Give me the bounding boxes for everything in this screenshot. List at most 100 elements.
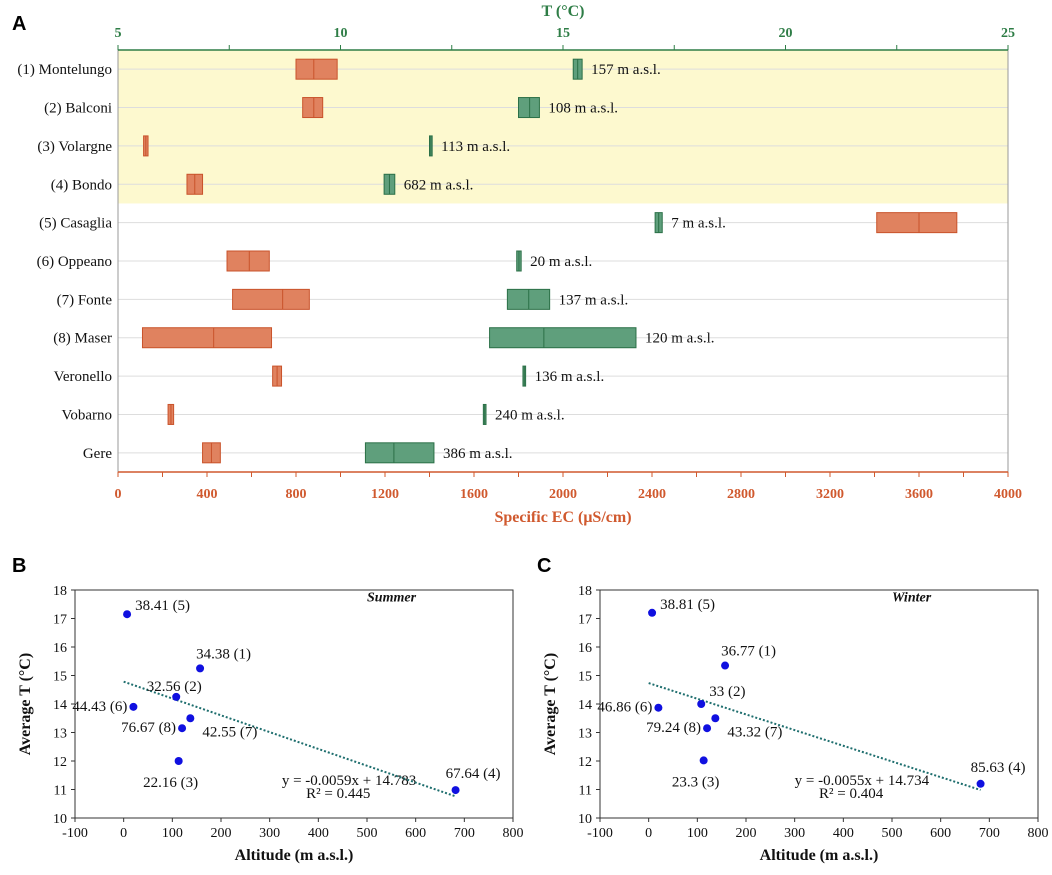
x-tick-label: -100	[587, 826, 613, 841]
x-tick-label: 600	[405, 826, 426, 841]
highlight-region	[118, 50, 1008, 204]
season-label: Summer	[367, 590, 417, 605]
y-tick-label: 16	[53, 641, 67, 656]
altitude-label: 157 m a.s.l.	[591, 62, 661, 78]
site-name: Veronello	[54, 369, 112, 385]
bottom-tick-label: 2000	[549, 487, 577, 502]
y-tick-label: 18	[578, 584, 592, 599]
x-tick-label: 800	[1028, 826, 1049, 841]
regression-equation: y = -0.0059x + 14.783	[282, 773, 416, 789]
x-axis-title: Altitude (m a.s.l.)	[760, 847, 879, 864]
point-label: 67.64 (4)	[446, 766, 501, 782]
bottom-tick-label: 1200	[371, 487, 399, 502]
data-point	[697, 700, 706, 708]
site-name: (4) Bondo	[51, 177, 112, 193]
site-name: (7) Fonte	[57, 292, 113, 308]
top-temperature-axis: 5 10 15 20 25	[115, 26, 1015, 51]
point-label: 34.38 (1)	[196, 646, 251, 662]
x-tick-label: 300	[784, 826, 805, 841]
point-label: 22.16 (3)	[143, 775, 198, 791]
regression-equation: y = -0.0055x + 14.734	[795, 773, 930, 789]
season-label: Winter	[892, 590, 932, 605]
site-row: (1) Montelungo 157 m a.s.l.	[17, 58, 661, 80]
point-label: 36.77 (1)	[721, 644, 776, 660]
point-label: 43.32 (7)	[727, 724, 782, 740]
site-row: (8) Maser 120 m a.s.l.	[53, 327, 715, 349]
panel-letter-b: B	[12, 555, 26, 577]
y-tick-label: 14	[578, 698, 592, 713]
y-axis-title: Average T (°C)	[542, 653, 559, 755]
r-squared: R² = 0.445	[306, 786, 370, 802]
y-tick-label: 18	[53, 584, 67, 599]
site-name: Vobarno	[61, 407, 112, 423]
altitude-label: 386 m a.s.l.	[443, 446, 513, 462]
x-tick-label: 500	[357, 826, 378, 841]
y-tick-label: 13	[53, 727, 67, 742]
y-tick-label: 12	[53, 755, 67, 770]
altitude-label: 7 m a.s.l.	[671, 216, 726, 232]
site-row: Vobarno 240 m a.s.l.	[61, 403, 565, 425]
point-label: 76.67 (8)	[121, 720, 176, 736]
bottom-ec-axis: 0 400 800 1200 1600 2000 2400 2800 3200 3600 4000	[115, 471, 1022, 502]
x-axis-title: Altitude (m a.s.l.)	[235, 847, 354, 864]
y-tick-label: 12	[578, 755, 592, 770]
bottom-tick-label: 400	[197, 487, 218, 502]
data-point	[699, 756, 708, 765]
data-point	[451, 786, 460, 795]
site-row: (2) Balconi 108 m a.s.l.	[44, 97, 618, 119]
x-tick-label: 700	[979, 826, 1000, 841]
data-point	[721, 661, 730, 670]
bottom-tick-label: 4000	[994, 487, 1022, 502]
altitude-label: 113 m a.s.l.	[441, 139, 510, 155]
ec-range-bar	[232, 288, 310, 310]
y-tick-label: 16	[578, 641, 592, 656]
point-label: 38.81 (5)	[660, 597, 715, 613]
top-tick-label: 15	[556, 26, 570, 41]
bottom-tick-label: 0	[115, 487, 122, 502]
top-tick-label: 25	[1001, 26, 1015, 41]
point-label: 46.86 (6)	[597, 700, 652, 716]
data-point	[703, 724, 712, 733]
t-range-bar	[489, 327, 637, 349]
ec-range-bar	[876, 212, 958, 234]
x-tick-label: 200	[211, 826, 232, 841]
panel-letter-c: C	[537, 555, 551, 577]
x-tick-label: 200	[736, 826, 757, 841]
bottom-tick-label: 3200	[816, 487, 844, 502]
top-axis-title: T (°C)	[542, 3, 585, 20]
ec-range-bar	[141, 327, 273, 349]
panel-letter-a: A	[12, 13, 26, 35]
data-point	[654, 703, 663, 712]
y-tick-label: 15	[578, 670, 592, 685]
x-tick-label: 800	[503, 826, 524, 841]
y-tick-label: 17	[53, 613, 67, 628]
point-label: 85.63 (4)	[971, 760, 1026, 776]
data-point	[123, 610, 132, 619]
altitude-label: 108 m a.s.l.	[548, 101, 618, 117]
data-point	[186, 714, 195, 723]
bottom-tick-label: 800	[286, 487, 307, 502]
x-tick-label: 400	[308, 826, 329, 841]
x-tick-label: 400	[833, 826, 854, 841]
y-tick-label: 10	[578, 812, 592, 827]
point-label: 79.24 (8)	[646, 720, 701, 736]
altitude-label: 137 m a.s.l.	[559, 292, 629, 308]
t-range-bar	[518, 97, 540, 119]
y-tick-label: 14	[53, 698, 67, 713]
ec-range-bar	[226, 250, 270, 272]
x-tick-label: 500	[882, 826, 903, 841]
top-tick-label: 10	[334, 26, 348, 41]
point-label: 42.55 (7)	[202, 724, 257, 740]
site-name: (8) Maser	[53, 331, 112, 347]
panel-b-summer-scatter: Summer y = -0.0059x + 14.783 R² = 0.445 …	[17, 584, 524, 864]
site-name: (2) Balconi	[44, 101, 112, 117]
data-point	[976, 779, 985, 788]
site-rows: (1) Montelungo 157 m a.s.l. (2) Balconi 108…	[17, 58, 958, 464]
data-point	[129, 702, 138, 711]
y-tick-label: 11	[54, 784, 67, 799]
ec-range-bar	[302, 97, 324, 119]
altitude-label: 20 m a.s.l.	[530, 254, 592, 270]
y-tick-label: 17	[578, 613, 592, 628]
ec-range-bar	[295, 58, 338, 80]
